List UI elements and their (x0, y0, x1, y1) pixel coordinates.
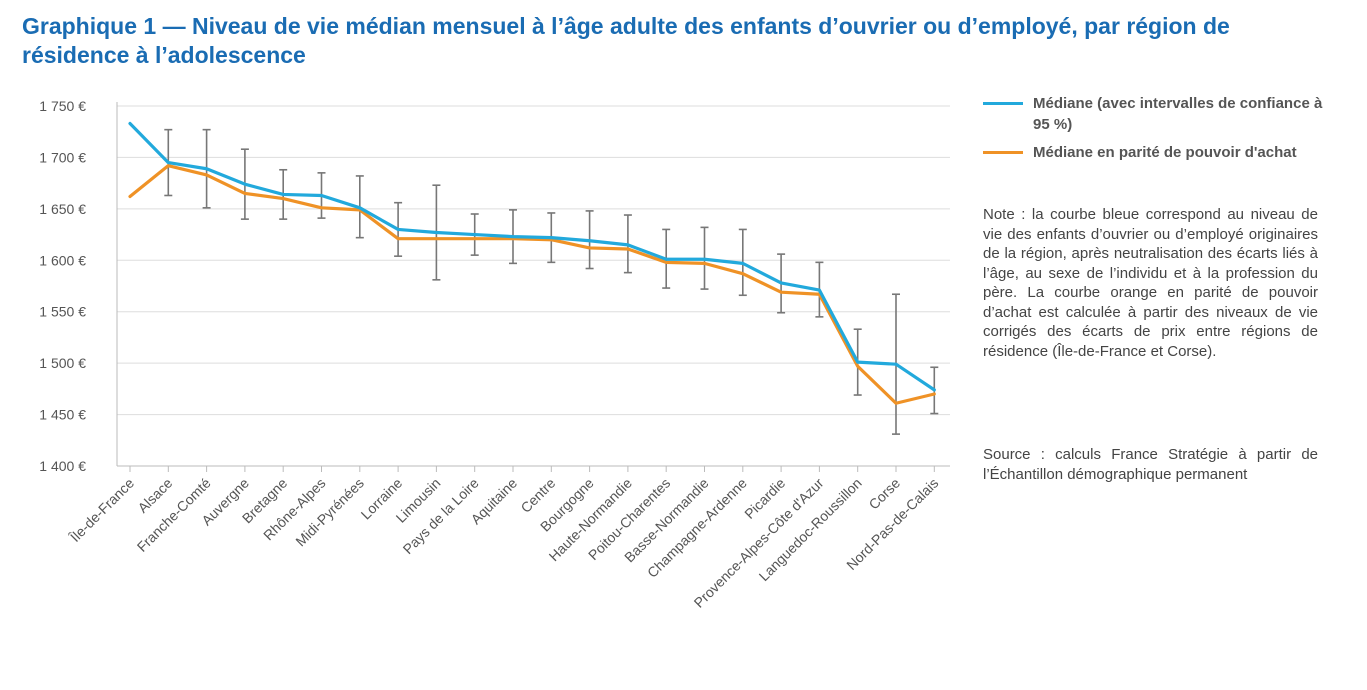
y-tick-label: 1 750 € (39, 98, 86, 114)
y-tick-label: 1 400 € (39, 458, 86, 474)
legend-label-median: Médiane (avec intervalles de confiance à… (1033, 95, 1323, 133)
legend-item-ppp: Médiane en parité de pouvoir d'achat (983, 142, 1323, 163)
y-tick-label: 1 650 € (39, 201, 86, 217)
legend-swatch-median (983, 102, 1023, 105)
y-tick-label: 1 550 € (39, 304, 86, 320)
x-tick-label: Midi-Pyrénées (292, 475, 367, 550)
legend: Médiane (avec intervalles de confiance à… (983, 93, 1323, 170)
chart: 1 400 € 1 450 € 1 500 € 1 550 € 1 600 € 1 650… (39, 98, 950, 611)
legend-label-ppp: Médiane en parité de pouvoir d'achat (1033, 144, 1297, 161)
legend-swatch-ppp (983, 151, 1023, 154)
y-tick-label: 1 450 € (39, 407, 86, 423)
legend-item-median: Médiane (avec intervalles de confiance à… (983, 93, 1323, 135)
x-tick-label: Île-de-France (66, 475, 137, 546)
chart-title: Graphique 1 — Niveau de vie médian mensu… (22, 13, 1230, 68)
y-tick-label: 1 600 € (39, 252, 86, 268)
chart-source: Source : calculs France Stratégie à part… (983, 446, 1318, 483)
y-tick-label: 1 700 € (39, 149, 86, 165)
series-line-ppp (128, 164, 936, 405)
chart-note: Note : la courbe bleue correspond au niv… (983, 206, 1318, 360)
y-tick-label: 1 500 € (39, 355, 86, 371)
series-line-median (128, 121, 936, 392)
